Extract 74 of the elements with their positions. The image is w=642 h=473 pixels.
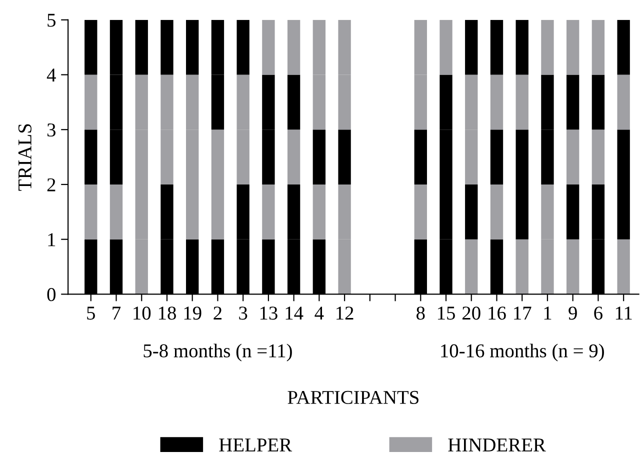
- x-axis-title: PARTICIPANTS: [288, 390, 418, 404]
- bar: [617, 239, 630, 294]
- bar: [135, 20, 148, 75]
- x-tick-label: 15: [438, 306, 455, 320]
- x-tick-label: 6: [594, 306, 602, 320]
- x-tick-label: 8: [416, 306, 425, 320]
- x-tick-label: 18: [158, 306, 176, 320]
- y-tick-label: 3: [47, 123, 56, 137]
- bar: [516, 74, 528, 130]
- bar: [440, 20, 452, 75]
- bar: [566, 20, 580, 75]
- bar: [262, 20, 275, 75]
- bar: [84, 74, 98, 130]
- bar: [592, 130, 605, 184]
- y-tick-label: 5: [48, 14, 56, 27]
- x-tick-label: 1: [544, 306, 552, 320]
- x-tick-label: 10: [134, 306, 151, 320]
- y-tick-label: 1: [48, 233, 56, 246]
- x-tick-label: 17: [514, 306, 532, 320]
- bar: [465, 20, 478, 75]
- bar: [312, 130, 326, 184]
- y-tick-label: 0: [47, 288, 56, 302]
- x-tick-label: 3: [239, 306, 248, 320]
- bar: [186, 20, 199, 75]
- bar: [490, 74, 504, 130]
- y-tick-label: 2: [47, 178, 56, 192]
- bar: [592, 20, 605, 75]
- x-tick-label: 16: [488, 306, 506, 320]
- x-tick-label: 9: [568, 306, 577, 320]
- bar: [465, 239, 478, 294]
- bar: [236, 20, 250, 75]
- bar: [84, 20, 98, 75]
- bar: [110, 184, 123, 240]
- bar: [516, 239, 528, 294]
- bar: [490, 20, 504, 75]
- bar: [617, 74, 630, 130]
- bar: [262, 184, 275, 240]
- x-tick-label: 11: [616, 306, 632, 320]
- bar: [592, 74, 605, 130]
- x-tick-label: 12: [336, 306, 354, 320]
- bar: [312, 184, 326, 240]
- text: 10-16 months (n = 9): [441, 344, 604, 362]
- x-tick-label: 14: [286, 306, 304, 320]
- x-tick-label: 2: [214, 306, 222, 320]
- bar: [566, 130, 580, 184]
- y-axis-title: TRIALS: [18, 124, 32, 191]
- bar: [287, 20, 300, 75]
- bar: [465, 184, 478, 240]
- legend-label: HINDERER: [448, 438, 546, 452]
- bar: [541, 20, 554, 75]
- bar: [516, 20, 528, 75]
- bar: [490, 130, 504, 184]
- bar: [566, 184, 580, 240]
- x-tick-label: 20: [462, 306, 480, 320]
- legend-label: HELPER: [219, 438, 292, 452]
- x-tick-label: 4: [314, 306, 324, 320]
- bar: [338, 130, 351, 184]
- bar: [414, 130, 427, 184]
- bar: [84, 184, 98, 240]
- y-tick-label: 4: [46, 68, 56, 82]
- bar: [84, 130, 98, 184]
- bar: [287, 130, 300, 184]
- bar: [287, 74, 300, 130]
- bar: [566, 239, 580, 294]
- x-tick-label: 19: [184, 306, 202, 320]
- bar: [490, 184, 504, 240]
- text: 5-8 months (n =11): [144, 344, 292, 362]
- bar: [414, 184, 427, 240]
- x-tick-label: 5: [87, 306, 95, 320]
- bar: [160, 20, 174, 75]
- bar: [617, 20, 630, 75]
- x-tick-label: 13: [260, 306, 278, 320]
- bar: [566, 74, 580, 130]
- x-tick-label: 7: [112, 306, 121, 320]
